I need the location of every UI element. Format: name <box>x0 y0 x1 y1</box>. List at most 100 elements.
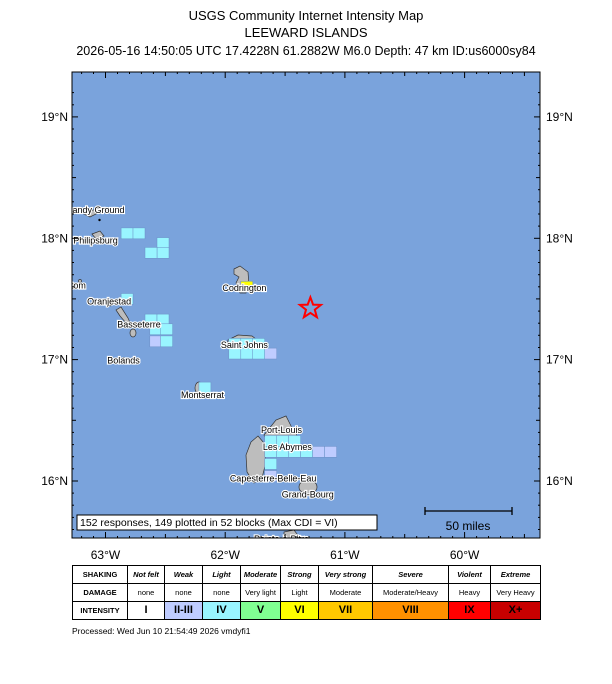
intensity-cell <box>120 293 134 305</box>
damage-row: DAMAGE none none none Very light Light Modera… <box>72 583 541 602</box>
lon-label: 61°W <box>330 548 360 560</box>
lon-label: 60°W <box>450 548 480 560</box>
intensity-cell <box>156 247 170 259</box>
shaking-row: SHAKING Not felt Weak Light Moderate Strong V… <box>72 565 541 584</box>
lat-label: 16°N <box>41 474 68 488</box>
frame-ticks <box>72 72 540 538</box>
intensity-cells <box>120 227 337 482</box>
place-label: Bolands <box>107 355 140 365</box>
lat-label: 19°N <box>41 110 68 124</box>
intensity-cell <box>160 323 173 335</box>
intensity-cell <box>156 237 170 249</box>
place-label: Oranjestad <box>87 296 131 306</box>
lat-label: 18°N <box>41 231 68 245</box>
map-frame <box>71 71 541 539</box>
place-label: Grand-Bourg <box>282 489 334 499</box>
intensity-cell <box>264 458 277 470</box>
shaking-cell: Not felt <box>127 565 165 584</box>
damage-cell: Very light <box>240 583 281 602</box>
place-label: Les Abymes <box>263 442 313 452</box>
latitude-labels-left: 19°N 18°N 17°N 16°N <box>41 110 68 488</box>
place-label: Saint Johns <box>221 340 269 350</box>
intensity-cell <box>198 381 212 394</box>
intensity-cell: VII <box>318 601 373 620</box>
scale-label: 50 miles <box>446 519 491 533</box>
latitude-labels-right: 19°N 18°N 17°N 16°N <box>546 110 573 488</box>
scale-bar: 50 miles <box>424 507 513 533</box>
shaking-cell: Moderate <box>240 565 281 584</box>
damage-cell: Light <box>280 583 319 602</box>
intensity-legend: SHAKING Not felt Weak Light Moderate Strong V… <box>72 565 541 620</box>
lat-label: 16°N <box>546 474 573 488</box>
town-dot <box>98 218 101 222</box>
place-label: Sandy Ground <box>66 205 124 215</box>
saint-kitts-island <box>115 306 132 326</box>
sint-eustatius-island <box>107 299 115 307</box>
dominica-island <box>283 529 301 538</box>
saba-island <box>78 279 82 283</box>
intensity-cell: X+ <box>490 601 541 620</box>
shaking-cell: Violent <box>448 565 491 584</box>
intensity-cell <box>240 281 254 293</box>
damage-cell: Moderate <box>318 583 373 602</box>
intensity-cell <box>312 446 325 458</box>
basse-terre-island <box>245 435 267 484</box>
shaking-cell: Severe <box>372 565 449 584</box>
place-label: Basseterre <box>117 319 161 329</box>
intensity-cell: IX <box>448 601 491 620</box>
processed-timestamp: Processed: Wed Jun 10 21:54:49 2026 vmdy… <box>72 626 251 636</box>
shaking-cell: Strong <box>280 565 319 584</box>
lat-label: 19°N <box>546 110 573 124</box>
intensity-row: INTENSITY I II-III IV V VI VII VIII IX X+ <box>72 601 541 620</box>
intensity-cell <box>149 335 163 348</box>
lat-label: 17°N <box>41 353 68 367</box>
intensity-cell: V <box>240 601 281 620</box>
intensity-cell <box>264 347 277 360</box>
anguilla-island <box>83 207 105 218</box>
place-label: Montserrat <box>181 390 225 400</box>
intensity-cell <box>120 227 134 240</box>
intensity-cell: VIII <box>372 601 449 620</box>
responses-box: 152 responses, 149 plotted in 52 blocks … <box>76 514 378 531</box>
intensity-cell: II-III <box>164 601 203 620</box>
longitude-labels: 63°W 62°W 61°W 60°W <box>91 548 480 560</box>
intensity-cell: VI <box>280 601 319 620</box>
intensity-cell <box>132 227 146 240</box>
shaking-cell: Extreme <box>490 565 541 584</box>
lon-label: 63°W <box>91 548 121 560</box>
shaking-cell: Light <box>202 565 241 584</box>
place-label: Bottom <box>57 281 86 291</box>
lat-label: 18°N <box>546 231 573 245</box>
intensity-cell: I <box>127 601 165 620</box>
region-name: LEEWARD ISLANDS <box>244 25 368 40</box>
damage-cell: Very Heavy <box>490 583 541 602</box>
nevis-island <box>129 328 137 338</box>
intensity-cell <box>144 247 158 259</box>
marie-galante-island <box>298 479 318 495</box>
intensity-cell <box>324 446 337 458</box>
lon-label: 62°W <box>210 548 240 560</box>
intensity-cell: IV <box>202 601 241 620</box>
shaking-label: SHAKING <box>72 565 128 584</box>
damage-cell: Moderate/Heavy <box>372 583 449 602</box>
intensity-label: INTENSITY <box>72 601 128 620</box>
damage-cell: none <box>164 583 203 602</box>
place-label: Port-Louis <box>261 425 303 435</box>
event-info: 2026-05-16 14:50:05 UTC 17.4228N 61.2882… <box>76 44 536 58</box>
place-label: Pointe-à-Pitre <box>254 534 309 544</box>
responses-text: 152 responses, 149 plotted in 52 blocks … <box>80 517 338 529</box>
intensity-cell <box>264 470 277 482</box>
saint-martin-island <box>91 230 105 240</box>
damage-cell: none <box>127 583 165 602</box>
intensity-cell <box>160 335 173 348</box>
shaking-cell: Weak <box>164 565 203 584</box>
map-title: USGS Community Internet Intensity Map <box>188 8 424 23</box>
damage-cell: none <box>202 583 241 602</box>
place-label: Capesterre-Belle-Eau <box>230 474 317 484</box>
damage-label: DAMAGE <box>72 583 128 602</box>
town-markers <box>98 218 125 360</box>
town-dot <box>122 357 125 360</box>
epicenter-star-icon[interactable] <box>297 294 324 320</box>
